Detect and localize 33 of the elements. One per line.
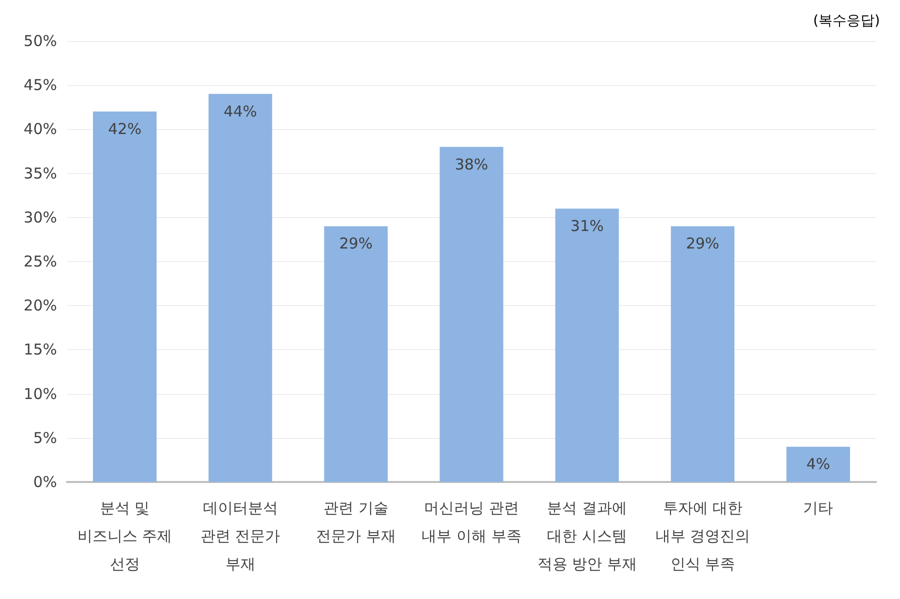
data-label: 29% — [339, 234, 373, 253]
bar — [670, 226, 734, 482]
y-tick-label: 10% — [24, 384, 57, 403]
x-tick-label: 관련 기술 전문가 부재 — [316, 499, 396, 545]
data-label: 31% — [570, 217, 604, 236]
x-tick-label: 분석 및 비즈니스 주제 선정 — [77, 499, 172, 573]
data-label: 29% — [686, 234, 720, 253]
y-tick-label: 15% — [24, 340, 57, 359]
bar — [555, 208, 619, 482]
x-tick-label: 투자에 대한 내부 경영진의 인식 부족 — [655, 499, 750, 573]
bar — [324, 226, 388, 482]
x-tick-label: 기타 — [803, 499, 834, 517]
y-tick-label: 5% — [33, 428, 57, 447]
y-tick-label: 0% — [33, 473, 57, 491]
y-tick-label: 40% — [24, 120, 57, 138]
bar — [440, 146, 504, 482]
data-label: 4% — [806, 455, 830, 474]
bar — [208, 94, 272, 482]
x-tick-label: 데이터분석 관련 전문가 부재 — [200, 499, 280, 573]
y-tick-label: 25% — [24, 252, 57, 270]
data-label: 44% — [224, 102, 258, 120]
text: (복수응답) — [813, 13, 880, 29]
y-tick-label: 20% — [24, 296, 57, 315]
y-tick-label: 30% — [24, 208, 57, 226]
y-tick-label: 50% — [24, 32, 57, 50]
x-tick-label: 분석 결과에 대한 시스템 적용 방안 부재 — [537, 499, 637, 573]
bar — [93, 112, 157, 482]
data-label: 42% — [108, 120, 142, 138]
data-label: 38% — [454, 155, 488, 174]
y-tick-label: 45% — [24, 76, 57, 94]
x-tick-label: 머신러닝 관련 내부 이해 부족 — [422, 499, 522, 545]
y-tick-label: 35% — [24, 164, 57, 182]
bar — [786, 446, 850, 482]
